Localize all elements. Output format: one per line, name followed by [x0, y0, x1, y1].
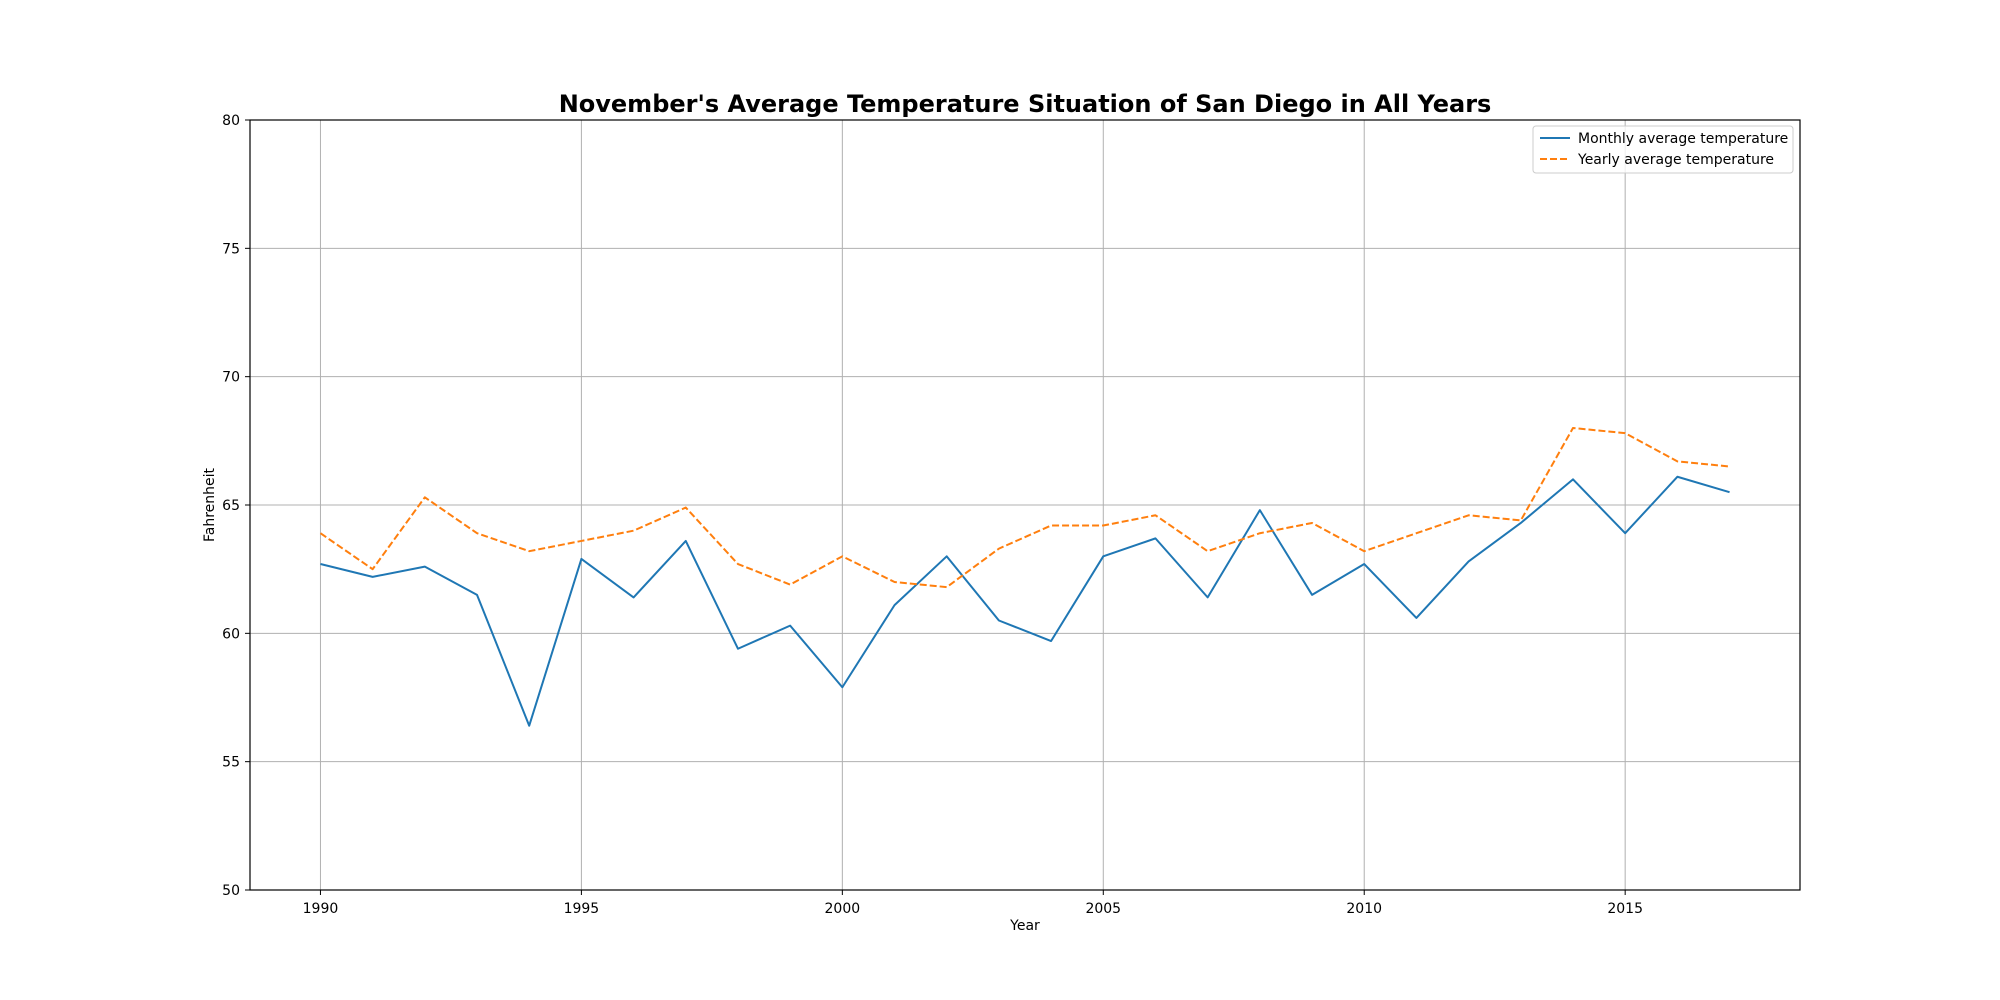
y-tick-label: 75 [222, 241, 240, 257]
x-tick-label: 1995 [564, 901, 600, 917]
y-tick-label: 80 [222, 113, 240, 129]
series-line-monthly [320, 475, 1730, 727]
series-line-yearly [319, 427, 1730, 589]
y-axis-ticks: 50 55 60 65 70 75 80 [222, 113, 250, 899]
x-tick-label: 2015 [1607, 901, 1643, 917]
x-axis-ticks: 1990 1995 2000 2005 2010 2015 [303, 890, 1643, 917]
legend-label-yearly: Yearly average temperature [1577, 152, 1774, 168]
x-tick-label: 2000 [825, 901, 861, 917]
plot-series [319, 427, 1730, 727]
x-axis-label: Year [1009, 918, 1040, 934]
legend-box [1532, 125, 1794, 174]
y-tick-label: 65 [222, 498, 240, 514]
x-tick-label: 2010 [1346, 901, 1382, 917]
legend-label-monthly: Monthly average temperature [1578, 131, 1788, 147]
y-tick-label: 70 [222, 370, 240, 386]
chart-title: November's Average Temperature Situation… [559, 90, 1492, 118]
y-tick-label: 50 [222, 883, 240, 899]
y-tick-label: 60 [222, 626, 240, 642]
grid-lines [250, 119, 1800, 891]
x-tick-label: 1990 [303, 901, 339, 917]
x-tick-label: 2005 [1085, 901, 1121, 917]
y-axis-label: Fahrenheit [202, 467, 218, 542]
legend: Monthly average temperature Yearly avera… [1532, 125, 1794, 174]
y-tick-label: 55 [222, 755, 240, 771]
